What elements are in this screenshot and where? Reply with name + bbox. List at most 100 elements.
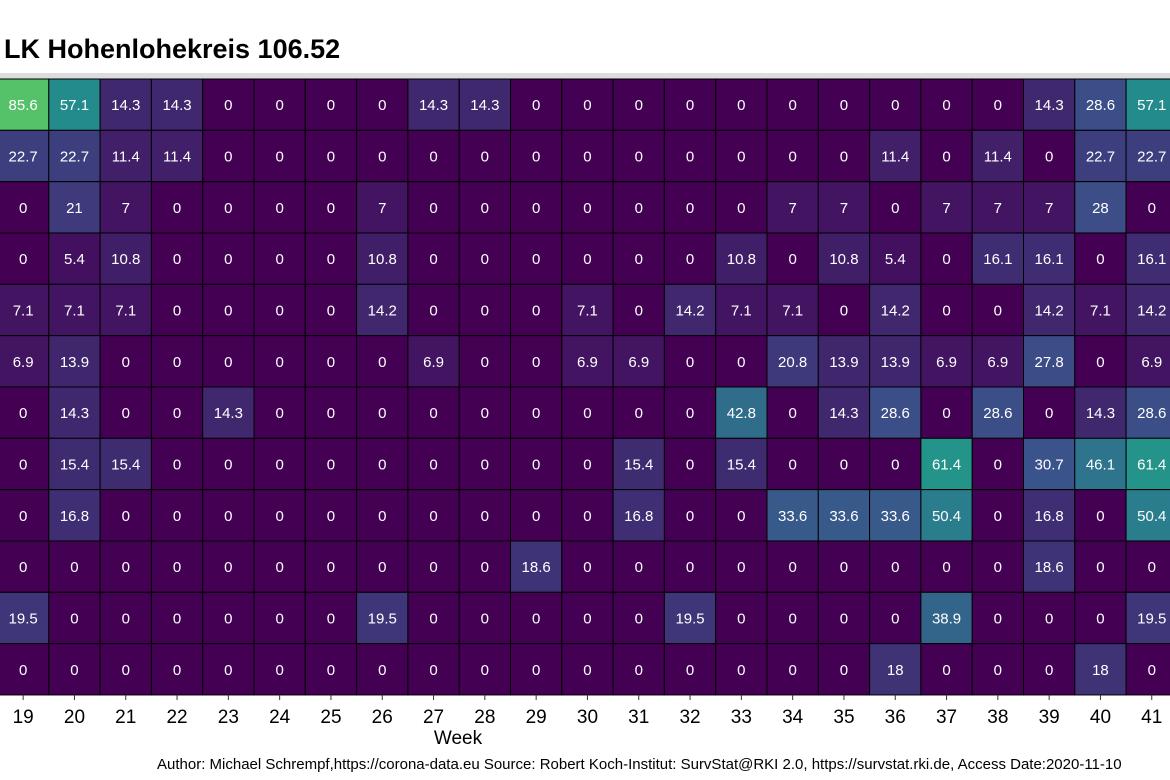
cell-value-label: 0 [942, 251, 950, 268]
cell-value-label: 6.9 [987, 354, 1008, 371]
heatmap-cell [920, 283, 973, 337]
cell-value-label: 0 [122, 610, 130, 627]
cell-value-label: 28.6 [1086, 97, 1115, 114]
heatmap-cell [253, 181, 306, 234]
heatmap-cell [715, 591, 768, 645]
heatmap-cell [561, 591, 614, 645]
heatmap-cell [971, 232, 1025, 285]
cell-value-label: 0 [840, 662, 848, 679]
cell-value-label: 33.6 [829, 508, 858, 525]
x-tick-label: 25 [320, 707, 341, 728]
cell-value-label: 0 [429, 148, 437, 165]
heatmap-cell [0, 335, 50, 388]
cell-value-label: 0 [635, 662, 643, 679]
heatmap-cell [356, 181, 409, 234]
heatmap-cell [407, 386, 460, 439]
cell-value-label: 0 [840, 148, 848, 165]
cell-value-label: 0 [275, 508, 283, 525]
cell-value-label: 7 [122, 200, 130, 217]
cell-value-label: 0 [1045, 148, 1053, 165]
heatmap-cell [253, 335, 306, 388]
heatmap-cell [715, 489, 768, 542]
cell-value-label: 0 [173, 302, 181, 319]
cell-value-label: 0 [788, 456, 796, 473]
cell-value-label: 0 [891, 559, 899, 576]
x-tick-label: 27 [423, 707, 444, 728]
heatmap-cell [99, 489, 152, 542]
cell-value-label: 11.4 [984, 148, 1012, 165]
cell-value-label: 0 [942, 302, 950, 319]
x-tick-label: 36 [885, 707, 906, 728]
heatmap-cell [48, 232, 101, 285]
cell-value-label: 7 [942, 200, 950, 217]
cell-value-label: 0 [1148, 200, 1156, 217]
heatmap-cell [304, 591, 358, 645]
heatmap-cell [817, 335, 871, 388]
cell-value-label: 0 [994, 302, 1002, 319]
cell-value-label: 0 [19, 405, 27, 422]
heatmap-cell [253, 540, 306, 593]
cell-value-label: 0 [686, 662, 694, 679]
heatmap-cell [715, 540, 768, 593]
heatmap-cell [817, 181, 871, 234]
cell-value-label: 7.1 [64, 302, 85, 319]
heatmap-cell [1125, 386, 1170, 439]
cell-value-label: 14.3 [214, 405, 243, 422]
heatmap-cell [407, 78, 460, 131]
cell-value-label: 7 [788, 200, 796, 217]
heatmap-cell [663, 386, 717, 439]
cell-value-label: 0 [224, 662, 232, 679]
heatmap-cell [869, 591, 922, 645]
cell-value-label: 16.8 [1035, 508, 1064, 525]
cell-value-label: 0 [994, 508, 1002, 525]
cell-value-label: 0 [481, 456, 489, 473]
cell-value-label: 28.6 [1137, 405, 1166, 422]
cell-value-label: 0 [532, 354, 540, 371]
heatmap-cell [0, 283, 50, 337]
heatmap-cell [304, 643, 358, 696]
cell-value-label: 0 [378, 405, 386, 422]
cell-value-label: 0 [840, 97, 848, 114]
heatmap-cell [1125, 283, 1170, 337]
cell-value-label: 0 [481, 200, 489, 217]
heatmap-cell [356, 283, 409, 337]
cell-value-label: 0 [481, 405, 489, 422]
heatmap-cell [715, 129, 768, 183]
heatmap-cell [458, 181, 512, 234]
cell-value-label: 33.6 [778, 508, 807, 525]
cell-value-label: 19.5 [675, 610, 704, 627]
heatmap-cell [48, 591, 101, 645]
heatmap-cell [48, 283, 101, 337]
cell-value-label: 0 [275, 302, 283, 319]
cell-value-label: 0 [788, 97, 796, 114]
heatmap-cell [407, 283, 460, 337]
heatmap-cell [766, 129, 819, 183]
cell-value-label: 0 [429, 508, 437, 525]
x-tick-label: 29 [526, 707, 547, 728]
heatmap-cell [0, 386, 50, 439]
heatmap-cell [817, 591, 871, 645]
heatmap-cell [1125, 335, 1170, 388]
heatmap-cell [561, 129, 614, 183]
cell-value-label: 0 [840, 559, 848, 576]
heatmap-cell [356, 386, 409, 439]
cell-value-label: 15.4 [624, 456, 653, 473]
cell-value-label: 38.9 [932, 610, 961, 627]
cell-value-label: 0 [429, 456, 437, 473]
cell-value-label: 0 [532, 302, 540, 319]
cell-value-label: 0 [275, 148, 283, 165]
heatmap-cell [99, 129, 152, 183]
cell-value-label: 7 [994, 200, 1002, 217]
cell-value-label: 11.4 [881, 148, 909, 165]
x-tick-label: 24 [269, 707, 291, 728]
cell-value-label: 18 [1092, 662, 1109, 679]
cell-value-label: 0 [327, 456, 335, 473]
x-tick-label: 37 [936, 707, 957, 728]
heatmap-cell [356, 232, 409, 285]
heatmap-cell [48, 489, 101, 542]
cell-value-label: 57.1 [1137, 97, 1166, 114]
cell-value-label: 7.1 [782, 302, 803, 319]
heatmap-cell [304, 386, 358, 439]
heatmap-cell [612, 78, 665, 131]
cell-value-label: 0 [635, 610, 643, 627]
